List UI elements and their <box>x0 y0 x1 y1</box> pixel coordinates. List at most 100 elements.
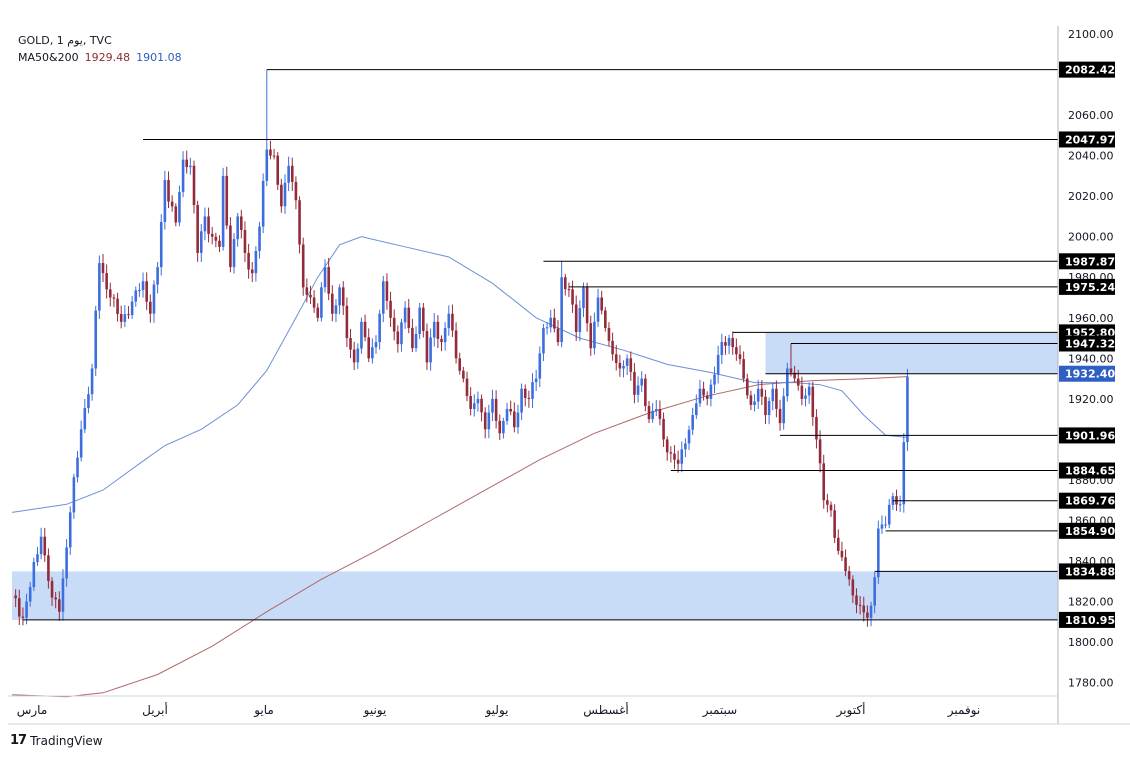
candle-body <box>367 337 371 359</box>
candle-body <box>906 376 909 443</box>
candle-body <box>21 616 25 618</box>
candle-body <box>647 405 651 420</box>
candle-body <box>247 252 250 270</box>
candle-body <box>491 398 494 413</box>
candle-body <box>585 287 589 324</box>
candle-body <box>494 398 498 421</box>
candle-body <box>341 287 345 306</box>
candle-body <box>152 284 156 314</box>
candle-body <box>749 395 753 405</box>
candle-body <box>305 287 309 295</box>
price-tick-label: 2020.00 <box>1068 190 1114 203</box>
symbol-title[interactable]: GOLD, يوم 1, TVC <box>18 34 112 47</box>
candle-body <box>574 304 578 332</box>
level-label-bg <box>1059 427 1115 444</box>
candle-body <box>119 313 123 322</box>
candle-body <box>167 179 170 202</box>
candle-body <box>607 327 611 341</box>
candle-body <box>443 328 447 343</box>
candle-body <box>429 337 432 363</box>
candle-body <box>108 289 112 298</box>
candle-body <box>531 382 534 399</box>
moving-averages-layer <box>11 236 908 698</box>
price-tick-label: 1800.00 <box>1068 636 1114 649</box>
candle-body <box>72 477 76 513</box>
candle-body <box>684 443 687 450</box>
price-axis[interactable]: 2100.002060.002040.002020.002000.001980.… <box>1068 28 1114 690</box>
time-tick-label: يونيو <box>363 703 387 718</box>
candle-body <box>600 297 603 311</box>
candle-body <box>778 408 782 424</box>
candle-body <box>349 338 352 350</box>
candle-body <box>50 580 54 598</box>
candle-body <box>422 307 425 332</box>
candle-body <box>851 579 855 596</box>
candle-body <box>625 358 629 366</box>
candle-body <box>556 328 560 343</box>
candle-body <box>414 333 418 349</box>
level-label-bg <box>1059 278 1115 295</box>
candle-body <box>331 293 334 314</box>
ma50-line <box>11 236 908 513</box>
ma-legend[interactable]: MA50&200 1929.48 1901.08 <box>18 51 182 64</box>
candle-body <box>43 536 47 556</box>
candle-body <box>662 418 665 440</box>
price-tick-label: 1960.00 <box>1068 312 1114 325</box>
candle-body <box>345 305 349 339</box>
candle-body <box>516 412 520 428</box>
candle-body <box>225 175 229 226</box>
candle-body <box>636 385 640 395</box>
ma50-value: 1929.48 <box>84 51 131 64</box>
candle-body <box>727 338 731 346</box>
candle-body <box>360 321 363 349</box>
candle-body <box>236 216 239 240</box>
candle-body <box>782 396 785 424</box>
time-tick-label: يوليو <box>484 703 508 718</box>
candle-body <box>105 273 108 290</box>
candle-body <box>207 216 210 234</box>
candle-body <box>869 605 873 618</box>
candle-body <box>98 263 101 311</box>
candle-body <box>775 388 778 409</box>
candle-body <box>829 504 833 511</box>
candle-body <box>138 290 141 292</box>
candle-body <box>181 159 185 193</box>
level-label: 1884.65 <box>1065 465 1115 478</box>
candle-body <box>498 420 502 434</box>
candle-body <box>76 457 79 478</box>
candle-body <box>185 159 189 168</box>
level-label: 2082.42 <box>1065 64 1115 77</box>
candle-body <box>509 408 512 412</box>
candle-body <box>458 358 462 371</box>
time-axis[interactable]: مارس أبريل مايو يونيو يوليو أغسطس سبتمبر أكتوبر… <box>17 702 981 718</box>
time-tick-label: سبتمبر <box>702 703 737 718</box>
candle-body <box>338 287 341 306</box>
candle-body <box>644 378 647 406</box>
tradingview-footer[interactable]: 17 TradingView <box>10 733 103 748</box>
candle-body <box>269 149 272 156</box>
candle-body <box>549 317 553 328</box>
candle-body <box>815 416 818 440</box>
candle-body <box>79 429 83 458</box>
candle-body <box>811 386 815 417</box>
candle-body <box>669 452 673 454</box>
candle-body <box>705 395 709 399</box>
candle-body <box>760 388 764 397</box>
candle-body <box>793 372 796 379</box>
candle-body <box>800 385 804 399</box>
candle-body <box>720 342 724 355</box>
candle-body <box>145 281 148 302</box>
level-label: 1947.32 <box>1065 337 1115 350</box>
candle-body <box>425 331 429 363</box>
candle-body <box>436 321 440 339</box>
candle-body <box>687 429 691 444</box>
candle-body <box>898 504 902 506</box>
candle-body <box>513 411 516 428</box>
candle-body <box>54 597 57 600</box>
candle-body <box>280 184 283 207</box>
level-label: 1834.88 <box>1065 565 1115 578</box>
candle-body <box>189 165 192 168</box>
candle-body <box>378 313 381 343</box>
candle-body <box>826 500 829 505</box>
